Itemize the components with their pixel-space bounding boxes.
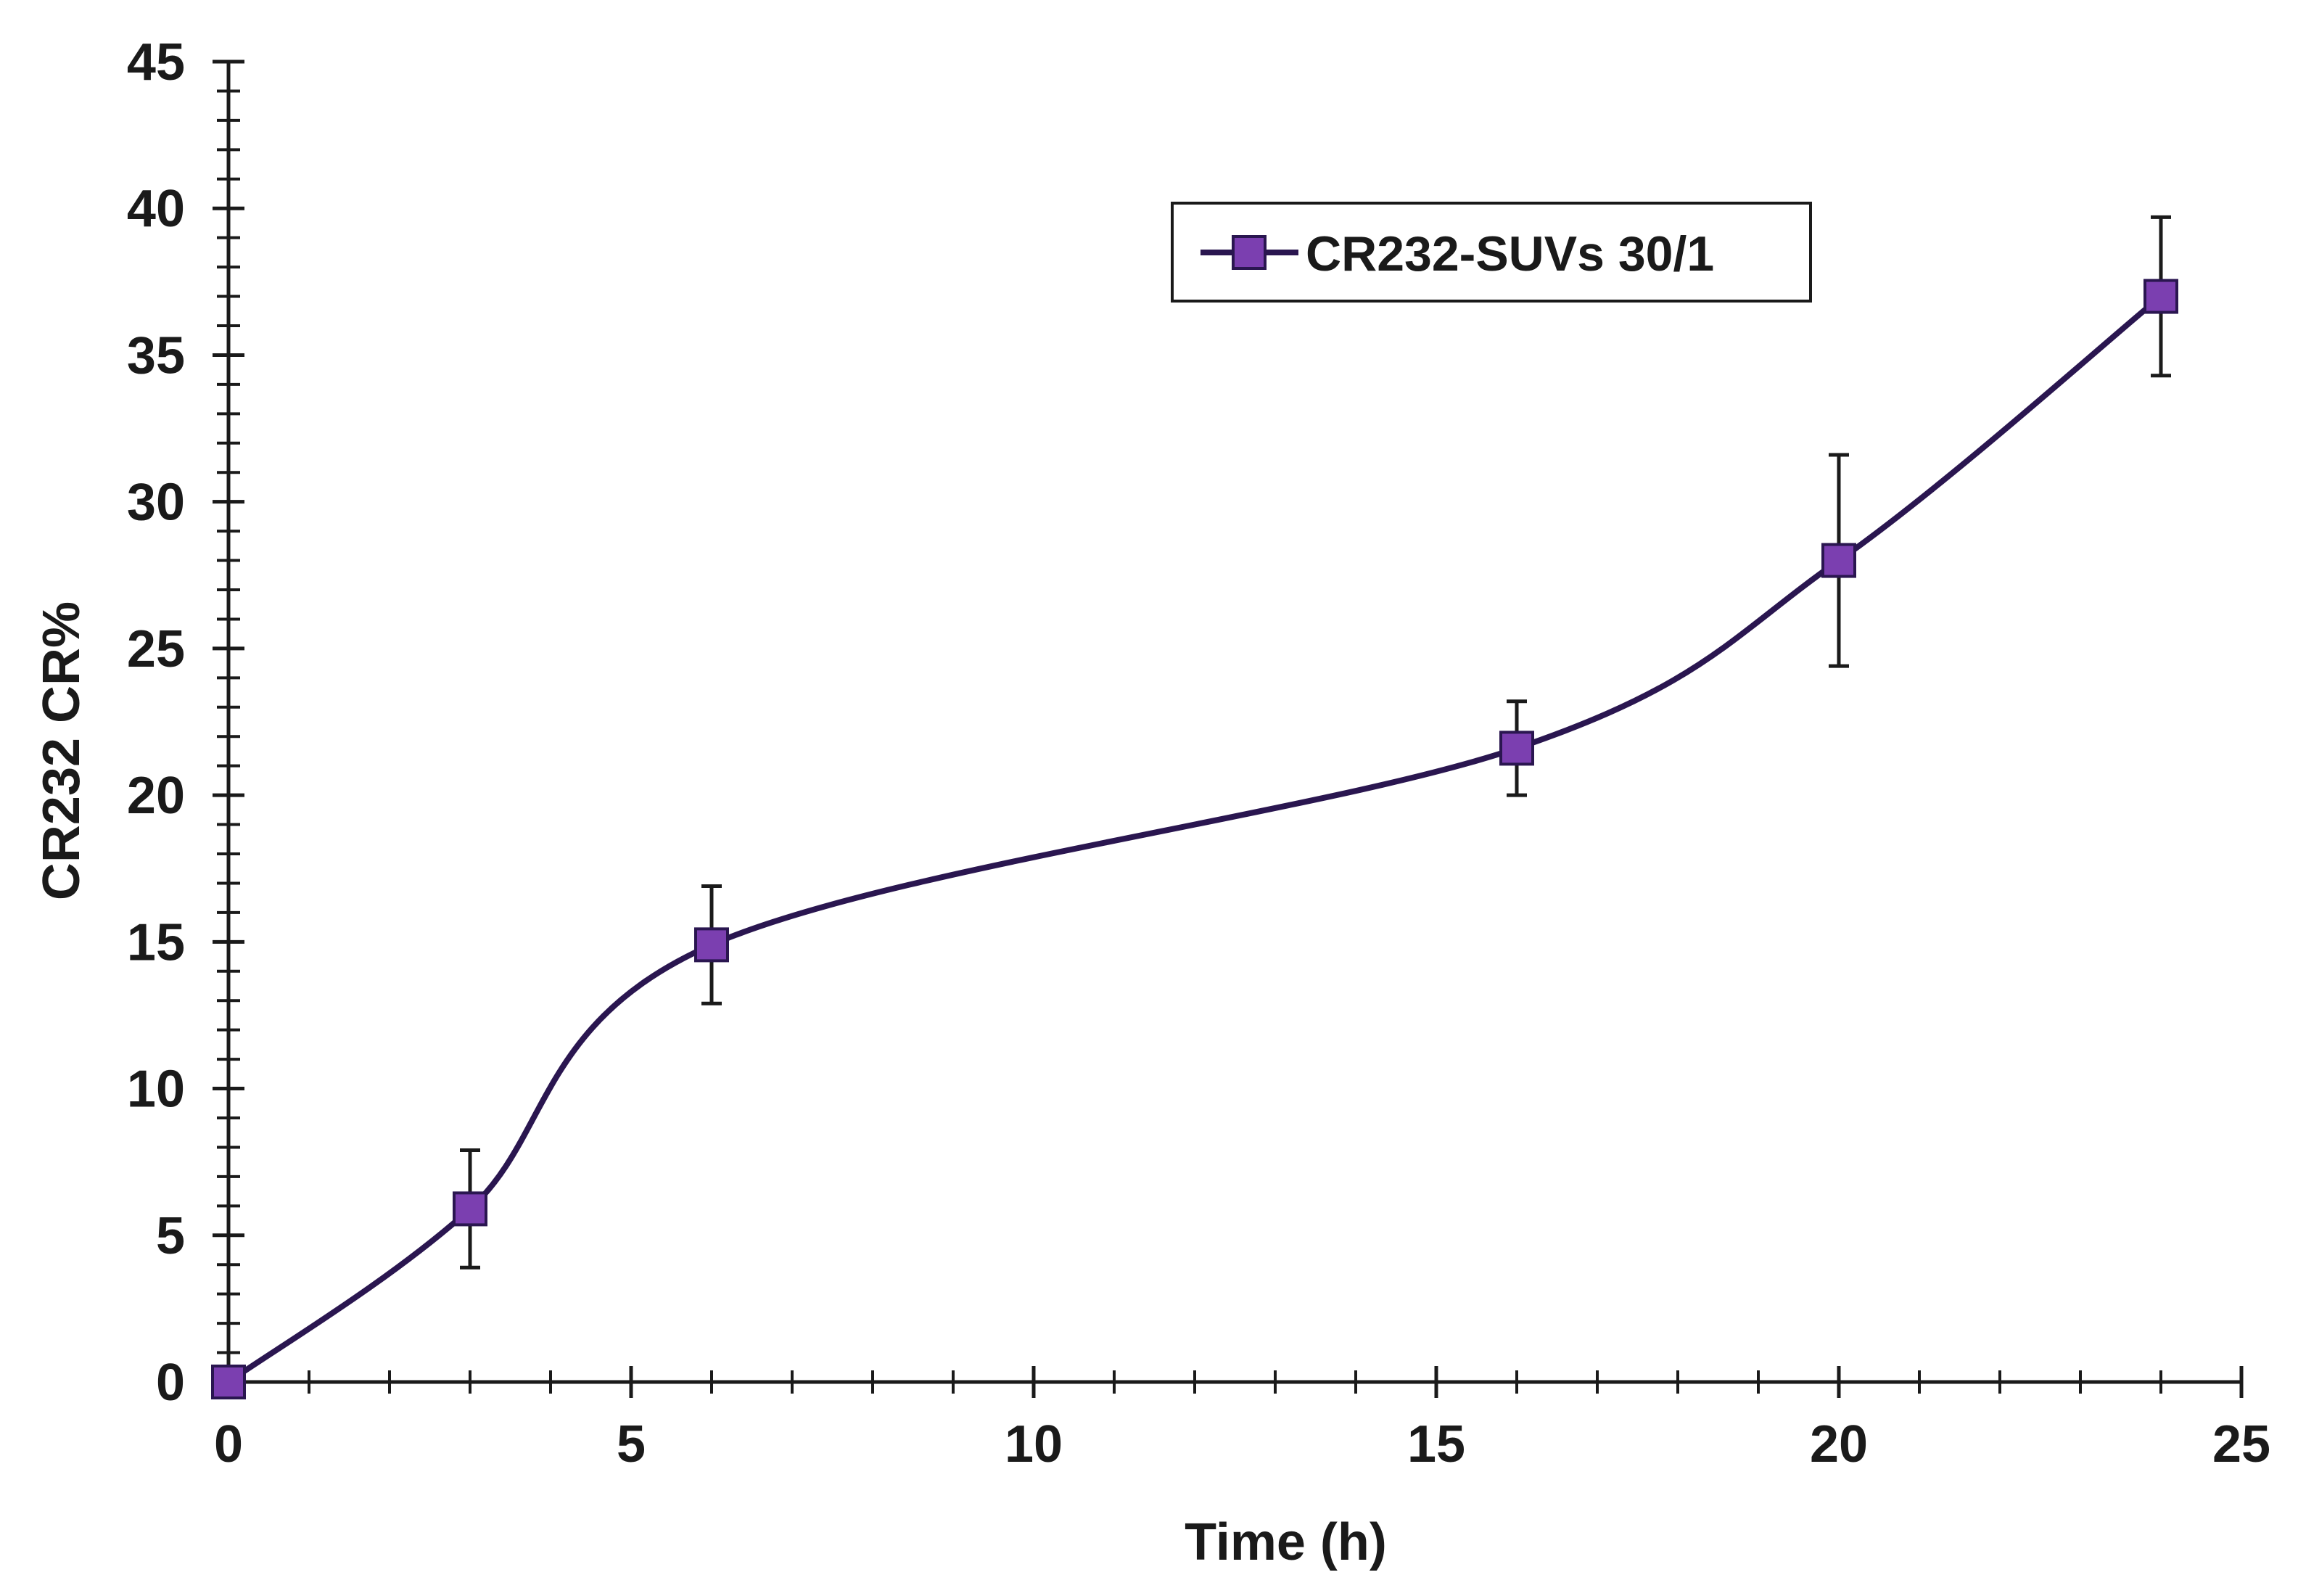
data-point-marker [1499, 731, 1534, 766]
y-tick-label: 0 [156, 1354, 185, 1412]
y-tick-label: 25 [127, 620, 185, 678]
data-point-marker [2143, 279, 2178, 314]
y-tick-label: 15 [127, 913, 185, 971]
legend: CR232-SUVs 30/1 [1171, 202, 1812, 303]
data-point-marker [211, 1365, 246, 1399]
y-tick-label: 35 [127, 326, 185, 384]
y-tick-label: 5 [156, 1207, 185, 1265]
x-tick-label: 0 [214, 1415, 243, 1473]
error-bars-group [460, 215, 2171, 1270]
series-lines-group [226, 294, 2163, 1385]
legend-marker-square [1232, 235, 1267, 270]
y-tick-label: 45 [127, 33, 185, 91]
data-point-marker [1821, 543, 1856, 578]
y-tick-label: 30 [127, 474, 185, 532]
y-tick-label: 10 [127, 1061, 185, 1119]
y-axis-title: CR232 CR% [33, 601, 91, 900]
y-tick-label: 20 [127, 767, 185, 825]
series-line-cr232-suvs [226, 294, 2163, 1385]
axes-group [213, 59, 2244, 1398]
x-tick-label: 25 [2212, 1415, 2270, 1473]
x-tick-label: 15 [1407, 1415, 1465, 1473]
markers-group [211, 279, 2178, 1399]
tick-labels-group: 0 5 10 15 20 25 30 35 40 45 0 5 10 15 20 25 [127, 33, 2270, 1473]
x-axis-title: Time (h) [1185, 1513, 1387, 1571]
y-tick-label: 40 [127, 180, 185, 238]
x-tick-label: 20 [1810, 1415, 1868, 1473]
x-tick-label: 5 [617, 1415, 646, 1473]
data-point-marker [453, 1191, 487, 1227]
data-point-marker [694, 927, 729, 963]
legend-label: CR232-SUVs 30/1 [1306, 226, 1714, 281]
x-tick-label: 10 [1005, 1415, 1063, 1473]
